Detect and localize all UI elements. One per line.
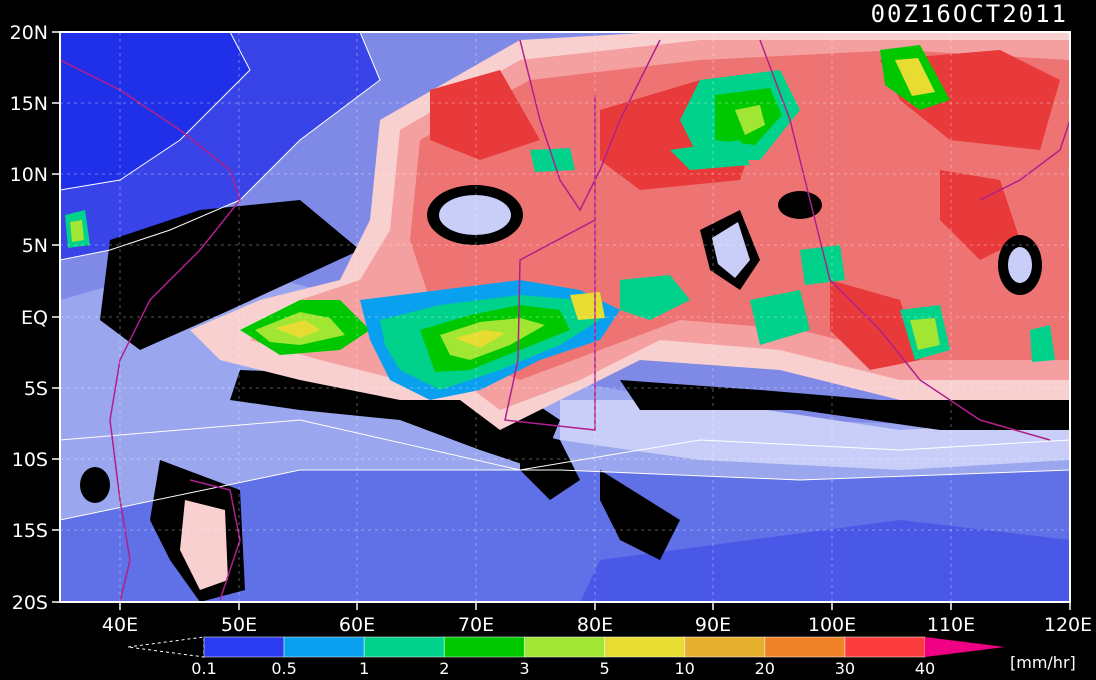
colorbar-level-label: 30 [835,659,855,678]
colorbar-swatch [524,637,604,657]
lon-label: 110E [927,614,975,636]
lon-label: 70E [458,614,494,636]
colorbar-swatch [364,637,444,657]
colorbar-level-label: 2 [439,659,449,678]
map-title: 00Z16OCT2011 [871,0,1068,28]
lat-label: 15N [10,93,48,115]
lat-axis: 20N 15N 10N 5N EQ 5S 10S 15S 20S [10,22,48,614]
colorbar-swatch [284,637,364,657]
colorbar-low-triangle [128,637,204,657]
lon-axis: 40E 50E 60E 70E 80E 90E 100E 110E 120E [102,614,1092,636]
colorbar-level-label: 3 [519,659,529,678]
colorbar-high-triangle [925,637,1005,657]
colorbar-level-label: 1 [359,659,369,678]
lat-label: 10S [12,449,48,471]
lat-label: 5N [22,235,48,257]
lon-label: 60E [339,614,375,636]
colorbar-level-label: 20 [755,659,775,678]
colorbar-level-label: 0.1 [191,659,216,678]
colorbar-swatch [605,637,685,657]
colorbar-swatch [685,637,765,657]
colorbar-swatch [204,637,284,657]
colorbar-unit: [mm/hr] [1010,653,1076,672]
lon-label: 90E [695,614,731,636]
map-field [60,32,1070,602]
lat-label: 5S [24,378,48,400]
lat-label: 20N [10,22,48,44]
lon-label: 40E [102,614,138,636]
lat-label: EQ [21,307,48,329]
lon-label: 120E [1044,614,1092,636]
lat-label: 10N [10,164,48,186]
lon-label: 50E [221,614,257,636]
lat-label: 15S [12,520,48,542]
lon-label: 100E [808,614,856,636]
lat-label: 20S [12,592,48,614]
colorbar: 0.1 0.5 1 2 3 5 10 20 30 40 [mm/hr] [128,637,1076,678]
colorbar-swatch [765,637,845,657]
colorbar-level-label: 40 [915,659,935,678]
lon-label: 80E [577,614,613,636]
colorbar-swatch [845,637,925,657]
colorbar-swatch [444,637,524,657]
colorbar-level-label: 0.5 [271,659,296,678]
colorbar-level-label: 5 [599,659,609,678]
colorbar-level-label: 10 [674,659,694,678]
